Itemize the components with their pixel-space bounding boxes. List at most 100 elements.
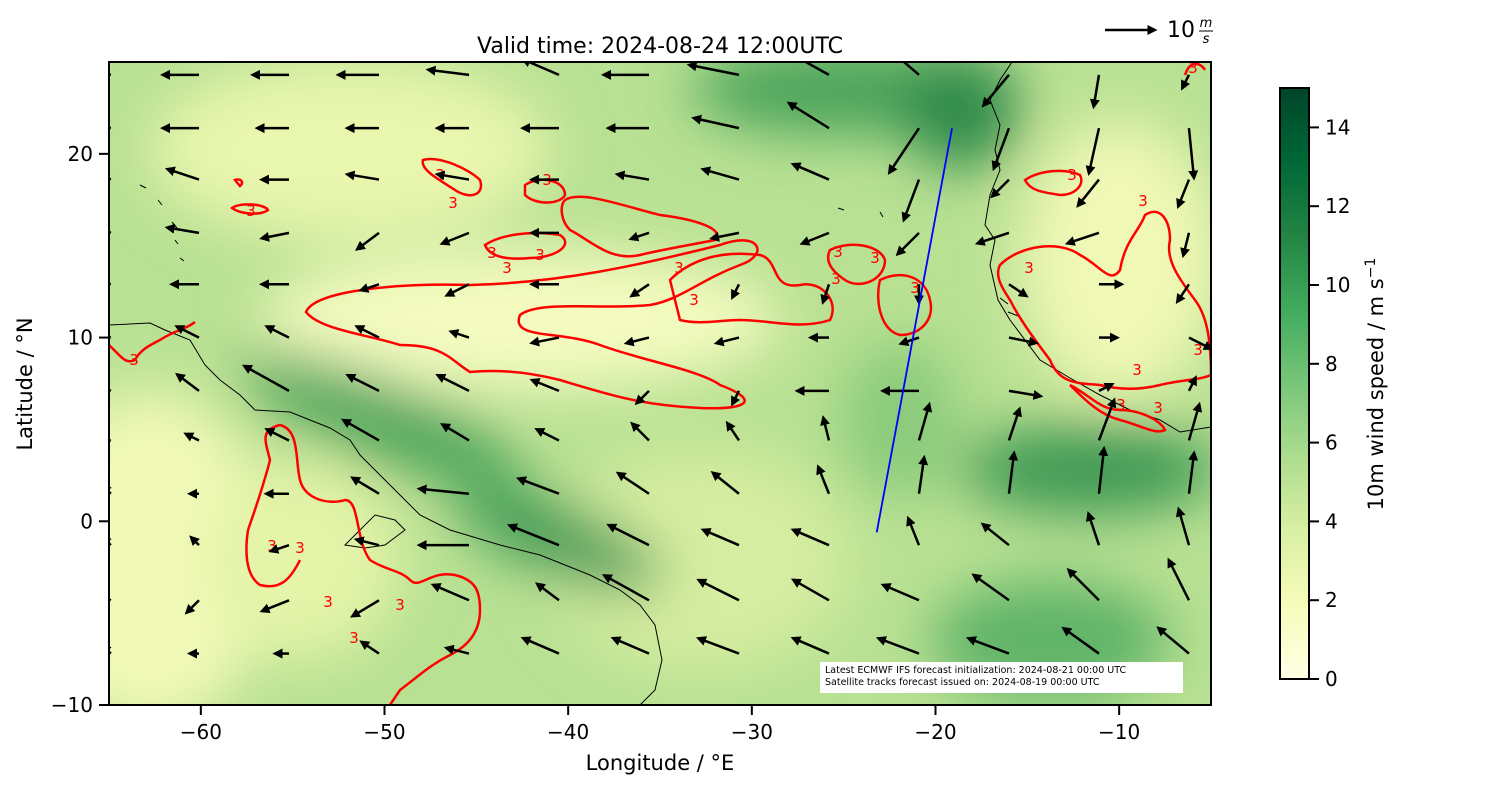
wind-arrow (174, 325, 200, 339)
contour-line (668, 252, 834, 326)
wind-arrow (109, 483, 112, 495)
contour-label: 3 (1188, 59, 1198, 77)
wind-arrow (1089, 74, 1101, 110)
colorbar-tick-label: 10 (1325, 273, 1350, 297)
wind-arrow (425, 65, 470, 77)
wind-arrow (1008, 336, 1039, 347)
wind-arrow (440, 423, 470, 442)
colorbar-tick-label: 4 (1325, 509, 1338, 533)
colorbar-label-text: 10m wind speed / m s (1364, 278, 1388, 510)
wind-arrow (164, 166, 200, 181)
contour-label: 3 (1153, 399, 1163, 417)
wind-arrow (820, 415, 831, 441)
wind-arrow (416, 484, 470, 495)
wind-arrow (345, 373, 380, 392)
wind-arrow (268, 543, 290, 554)
contour-label: 3 (1132, 361, 1142, 379)
y-tick-label: 0 (80, 509, 93, 533)
wind-arrow (534, 428, 560, 442)
contour-label: 3 (1138, 192, 1148, 210)
x-tick-label: −10 (1098, 720, 1140, 744)
wind-arrow (435, 373, 470, 392)
wind-arrow (628, 231, 650, 242)
wind-arrow (1008, 389, 1044, 400)
wind-arrow (917, 454, 929, 494)
x-tick-label: −50 (363, 720, 405, 744)
contour-label: 3 (487, 244, 497, 262)
wind-arrow (629, 283, 650, 298)
y-tick-label: −10 (51, 693, 93, 717)
wind-arrow (880, 583, 920, 602)
contour-label: 3 (689, 291, 699, 309)
y-tick-label: 10 (68, 326, 93, 350)
wind-arrow (354, 325, 380, 339)
contour-label: 3 (674, 259, 684, 277)
wind-arrow (601, 574, 650, 602)
contour-label: 3 (1024, 259, 1034, 277)
contour-label: 3 (349, 629, 359, 647)
contour-label: 3 (395, 596, 405, 614)
colorbar-tick-label: 2 (1325, 588, 1338, 612)
contour-label: 3 (831, 270, 841, 288)
wind-arrow (515, 476, 560, 495)
y-axis-label: Latitude / °N (13, 317, 37, 450)
contour-label: 3 (323, 593, 333, 611)
wind-arrow (1187, 401, 1203, 441)
wind-arrow (623, 336, 650, 347)
wind-arrow (109, 643, 112, 655)
contour-label: 3 (267, 537, 277, 555)
wind-arrow (109, 535, 112, 547)
colorbar-tick-label: 12 (1325, 194, 1350, 218)
satellite-track (875, 127, 953, 533)
colorbar-label-exponent: −1 (1363, 258, 1379, 279)
wind-arrow (630, 421, 650, 442)
wind-arrow (1085, 127, 1101, 176)
wind-arrow (430, 583, 470, 602)
colorbar-tick-label: 6 (1325, 431, 1338, 455)
wind-arrow (358, 283, 380, 293)
wind-arrow (1064, 231, 1100, 246)
y-tick-label: 20 (68, 142, 93, 166)
wind-arrow (906, 515, 921, 546)
x-axis-label: Longitude / °E (586, 751, 735, 775)
wind-arrow (109, 177, 112, 181)
wind-arrow (1187, 450, 1199, 494)
contour-label: 3 (910, 279, 920, 297)
wind-arrow (917, 401, 933, 441)
plot-frame (108, 61, 1212, 706)
wind-arrow (731, 390, 741, 407)
wind-arrow (1176, 179, 1191, 210)
wind-arrow (1097, 397, 1117, 441)
wind-arrow (444, 283, 470, 297)
contour-label: 3 (448, 194, 458, 212)
contour-label: 3 (833, 243, 843, 261)
x-tick-label: −60 (180, 720, 222, 744)
wind-arrow (691, 114, 740, 130)
wind-arrow (353, 536, 380, 547)
colorbar-tick-label: 14 (1325, 115, 1350, 139)
colorbar-label: 10m wind speed / m s−1 (1363, 258, 1388, 511)
wind-arrow (790, 636, 830, 655)
wind-arrow (183, 432, 200, 442)
wind-arrow (710, 471, 740, 495)
wind-arrow (1098, 382, 1115, 392)
wind-arrow (902, 62, 920, 76)
wind-arrow (448, 329, 470, 339)
wind-arrow (350, 476, 380, 495)
contour-line (560, 195, 719, 258)
wind-arrow (443, 644, 470, 655)
wind-arrow (790, 578, 830, 602)
contour-label: 3 (870, 249, 880, 267)
annotation-box (820, 662, 1183, 693)
contour-line (996, 210, 1211, 390)
wind-arrow (109, 73, 112, 77)
quiver-key-unit-den: s (1203, 32, 1210, 47)
wind-arrow (340, 418, 380, 442)
wind-arrow (1167, 557, 1191, 601)
contour-label: 3 (535, 246, 545, 264)
wind-arrow (354, 231, 380, 251)
contour-line (229, 62, 1207, 215)
wind-arrow (981, 74, 1010, 108)
wind-arrow (1008, 283, 1029, 298)
contour-label: 3 (246, 202, 256, 220)
